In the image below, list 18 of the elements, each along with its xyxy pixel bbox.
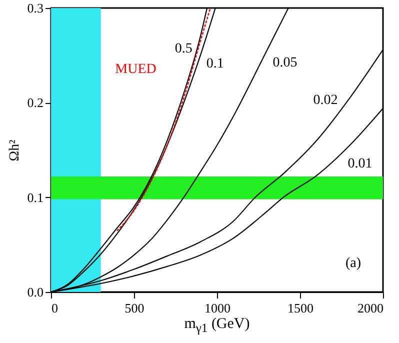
y-tick-label: 0.1 [27, 190, 44, 205]
series-label: 0.05 [272, 56, 298, 71]
y-tick-label: 0.3 [27, 0, 44, 16]
x-tick-label: 500 [124, 300, 144, 316]
x-tick-label: 2000 [358, 300, 384, 316]
annotation: (a) [345, 256, 362, 271]
series-label: 0.01 [348, 156, 372, 172]
x-tick-label: 0 [52, 300, 58, 316]
y-tick-label: 0.0 [27, 284, 44, 300]
y-tick-label: 0.2 [27, 95, 44, 110]
y-axis-title: Ωh² [7, 140, 22, 162]
series-label: 0.02 [313, 92, 338, 108]
x-tick-label: 1500 [288, 300, 314, 316]
text: MUED [115, 62, 156, 78]
x-axis-title: m$_{γ1}$ (GeV) [183, 316, 251, 336]
series-label: 0.1 [206, 56, 224, 72]
x-tick-label: 1000 [204, 300, 230, 316]
series-label: 0.5 [174, 41, 192, 56]
